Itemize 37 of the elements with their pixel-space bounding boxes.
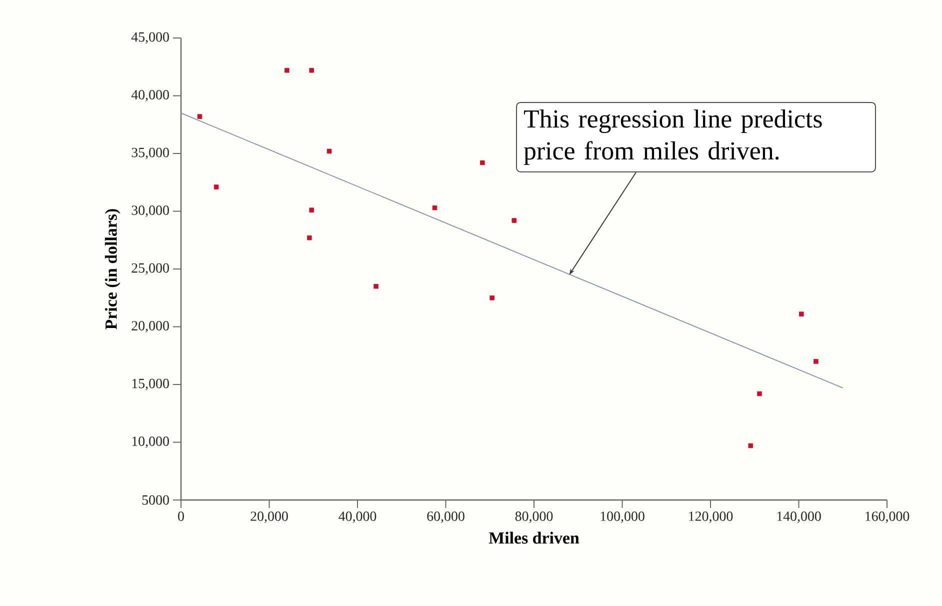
x-tick-label: 40,000	[338, 512, 376, 523]
x-tick-label: 0	[178, 512, 184, 521]
point	[480, 160, 485, 166]
x-tick-label: 160,000	[866, 512, 910, 523]
point	[814, 359, 818, 364]
annotation: This regression line predicts price from miles driven.	[524, 109, 822, 165]
point	[757, 391, 762, 396]
point	[284, 68, 290, 73]
point	[490, 295, 494, 300]
point	[307, 235, 312, 240]
x-tick-label: 140,000	[777, 512, 821, 523]
point	[309, 208, 314, 212]
x-tick-label: 60,000	[427, 512, 464, 523]
point	[374, 284, 378, 289]
point	[326, 148, 332, 154]
x-tick-label: 120,000	[689, 512, 733, 523]
y-tick-label: 30,000	[132, 206, 169, 217]
y-tick-label: 20,000	[132, 321, 169, 332]
x-tick-label: 100,000	[600, 512, 644, 523]
y-axis-title: Price (in dollars)	[104, 209, 120, 330]
point	[214, 184, 219, 190]
x-axis-title: Miles driven	[488, 532, 580, 544]
point	[748, 443, 754, 448]
point	[512, 218, 517, 223]
x-tick-label: 20,000	[250, 512, 288, 523]
y-tick-label: 25,000	[132, 263, 169, 275]
point	[197, 114, 202, 119]
y-tick-label: 35,000	[132, 148, 169, 160]
y-tick-label: 5000	[142, 495, 169, 505]
y-tick-label: 45,000	[131, 32, 169, 44]
point	[799, 312, 804, 316]
x-tick-label: 80,000	[515, 512, 553, 523]
point	[309, 68, 314, 73]
y-tick-label: 40,000	[131, 90, 169, 102]
y-tick-label: 10,000	[132, 436, 169, 448]
y-tick-label: 15,000	[132, 378, 169, 390]
point	[432, 205, 438, 210]
